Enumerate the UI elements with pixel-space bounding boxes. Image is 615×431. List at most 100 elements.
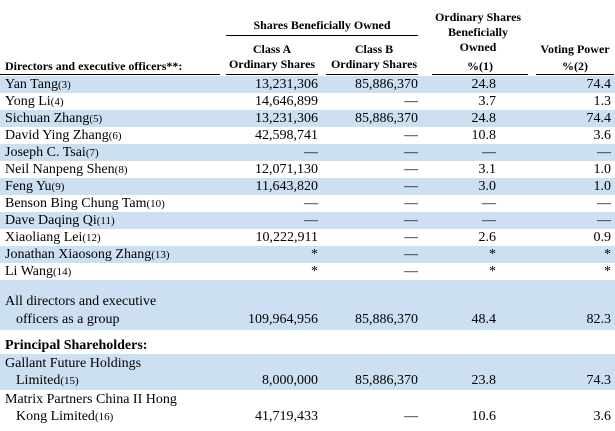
header-class-b-line2: Ordinary Shares [330, 57, 418, 71]
class-b-value: 85,886,370 [355, 312, 418, 327]
class-a-value: 10,222,911 [255, 230, 318, 245]
voting-power-value: — [597, 196, 611, 211]
class-a-value: 11,643,820 [255, 179, 318, 194]
header-rule-pct2 [536, 74, 614, 75]
voting-power-value: 74.4 [586, 77, 612, 92]
class-b-value: — [404, 196, 418, 211]
class-a-value: — [304, 145, 318, 160]
class-b-value: 85,886,370 [355, 373, 418, 388]
group-label-line1: All directors and executive [5, 294, 157, 309]
class-b-value: — [404, 230, 418, 245]
class-a-value: 12,071,130 [255, 162, 318, 177]
shareholder-name-line1: Matrix Partners China II Hong [5, 392, 177, 407]
class-b-value: — [404, 213, 418, 228]
class-b-value: — [404, 179, 418, 194]
class-b-value: — [404, 145, 418, 160]
header-ord-line1: Ordinary Shares [434, 10, 522, 24]
pct-value: — [482, 213, 496, 228]
header-directors: Directors and executive officers**: [5, 59, 183, 73]
table-row: Yong Li(4) 14,646,899 — 3.7 1.3 [0, 93, 615, 110]
class-b-value: — [404, 94, 418, 109]
header-pct2: %(2) [562, 59, 588, 73]
header-pct1: %(1) [467, 59, 493, 73]
pct-value: 3.0 [478, 179, 497, 194]
pct-value: 2.6 [478, 230, 497, 245]
header-class-b: Class B Ordinary Shares [322, 42, 426, 72]
header-rule-pct1 [432, 74, 528, 75]
voting-power-value: * [604, 247, 611, 262]
class-a-value: 41,719,433 [255, 409, 318, 424]
shareholder-name-line2: Kong Limited(16) [16, 409, 114, 424]
director-name: Neil Nanpeng Shen(8) [5, 162, 128, 177]
class-b-value: — [404, 264, 418, 279]
table-row: Joseph C. Tsai(7) — — — — [0, 144, 615, 161]
class-b-value: 85,886,370 [355, 111, 418, 126]
class-a-value: — [304, 213, 318, 228]
header-class-a: Class A Ordinary Shares [220, 42, 324, 72]
director-name: Xiaoliang Lei(12) [5, 230, 101, 245]
table-row: Neil Nanpeng Shen(8) 12,071,130 — 3.1 1.… [0, 161, 615, 178]
header-ordinary-shares: Ordinary Shares Beneficially Owned [428, 10, 528, 55]
header-rule-class-a [226, 74, 318, 75]
director-name: David Ying Zhang(6) [5, 128, 122, 143]
voting-power-value: 3.6 [593, 128, 612, 143]
shareholder-name-line1: Gallant Future Holdings [5, 356, 142, 371]
director-name: Feng Yu(9) [5, 179, 65, 194]
header-class-a-line2: Ordinary Shares [228, 57, 316, 71]
director-name: Yong Li(4) [5, 94, 64, 109]
director-name: Benson Bing Chung Tam(10) [5, 196, 165, 211]
header-underline-shares [226, 35, 418, 36]
header-class-a-line1: Class A [252, 42, 292, 56]
pct-value: 3.7 [478, 94, 497, 109]
pct-value: 3.1 [478, 162, 497, 177]
voting-power-value: 0.9 [593, 230, 612, 245]
header-ord-line3: Owned [459, 40, 497, 54]
class-a-value: 13,231,306 [255, 77, 318, 92]
class-b-value: — [404, 128, 418, 143]
table-row: Jonathan Xiaosong Zhang(13) * — * * [0, 246, 615, 263]
class-a-value: * [311, 247, 318, 262]
class-a-value: * [311, 264, 318, 279]
voting-power-value: 74.4 [586, 111, 612, 126]
table-row: Xiaoliang Lei(12) 10,222,911 — 2.6 0.9 [0, 229, 615, 246]
header-rule-class-b [326, 74, 418, 75]
voting-power-value: — [597, 213, 611, 228]
class-a-value: — [304, 196, 318, 211]
voting-power-value: 3.6 [593, 409, 612, 424]
director-name: Yan Tang(3) [5, 77, 71, 92]
voting-power-value: 82.3 [586, 312, 612, 327]
table-row: Gallant Future Holdings Limited(15) 8,00… [0, 354, 615, 390]
table-row: Sichuan Zhang(5) 13,231,306 85,886,370 2… [0, 110, 615, 127]
pct-value: 10.6 [471, 409, 497, 424]
class-a-value: 42,598,741 [255, 128, 318, 143]
pct-value: 10.8 [471, 128, 497, 143]
director-name: Li Wang(14) [5, 264, 72, 279]
table-row: David Ying Zhang(6) 42,598,741 — 10.8 3.… [0, 127, 615, 144]
pct-value: 23.8 [471, 373, 497, 388]
class-b-value: 85,886,370 [355, 77, 418, 92]
voting-power-value: 74.3 [586, 373, 612, 388]
class-b-value: — [404, 409, 418, 424]
pct-value: * [489, 247, 496, 262]
class-a-value: 8,000,000 [262, 373, 318, 388]
header-voting-power: Voting Power [540, 42, 610, 56]
header-ord-line2: Beneficially [448, 25, 508, 39]
voting-power-value: — [597, 145, 611, 160]
class-a-value: 109,964,956 [248, 312, 318, 327]
pct-value: 24.8 [471, 77, 497, 92]
pct-value: — [482, 145, 496, 160]
voting-power-value: * [604, 264, 611, 279]
pct-value: 24.8 [471, 111, 497, 126]
table-row: Dave Daqing Qi(11) — — — — [0, 212, 615, 229]
director-name: Jonathan Xiaosong Zhang(13) [5, 247, 170, 262]
class-b-value: — [404, 247, 418, 262]
pct-value: * [489, 264, 496, 279]
principal-heading-row: Principal Shareholders: [0, 337, 615, 354]
header-shares-beneficially-owned: Shares Beneficially Owned [253, 18, 391, 32]
group-label-line2: officers as a group [16, 312, 120, 327]
table-row: Matrix Partners China II Hong Kong Limit… [0, 390, 615, 426]
table-row: Yan Tang(3) 13,231,306 85,886,370 24.8 7… [0, 76, 615, 93]
header-class-b-line1: Class B [354, 42, 394, 56]
class-a-value: 14,646,899 [255, 94, 318, 109]
table-row: Benson Bing Chung Tam(10) — — — — [0, 195, 615, 212]
